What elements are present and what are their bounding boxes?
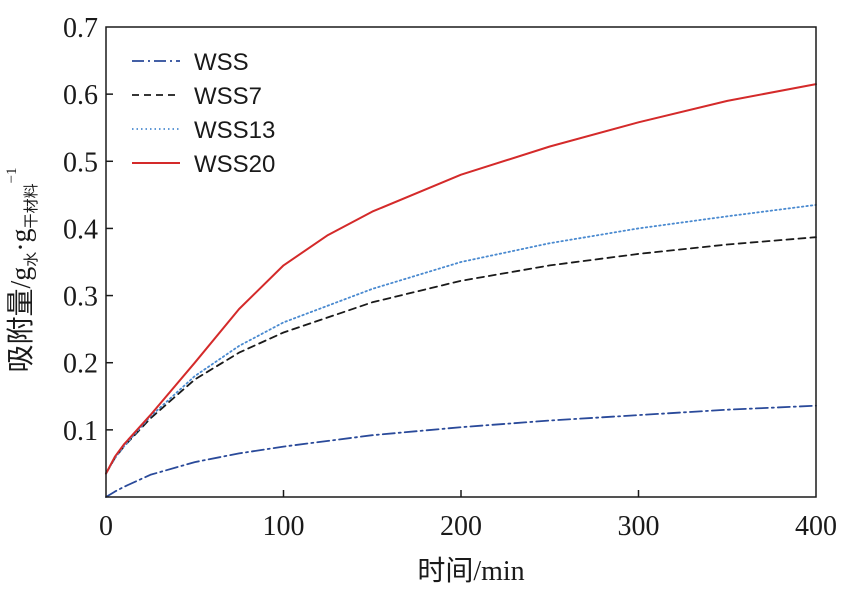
y-tick-label: 0.4 (63, 214, 98, 245)
legend-label-wss13: WSS13 (194, 117, 275, 144)
y-axis-title-main: 吸附量/g (5, 267, 37, 373)
x-tick-label: 400 (795, 511, 837, 542)
legend-label-wss: WSS (194, 49, 249, 76)
y-axis-title-sub1: 水 (23, 252, 40, 267)
series-line-wss13 (105, 204, 817, 475)
y-tick-label: 0.7 (63, 13, 98, 44)
legend-label-wss7: WSS7 (194, 83, 262, 110)
y-tick-label: 0.6 (63, 80, 98, 111)
y-axis-title-sub2: 干材料 (23, 183, 40, 228)
tick-labels: 0 100 200 300 400 0.1 0.2 0.3 0.4 0.5 0.6 0.7 (63, 13, 837, 542)
legend-label-wss20: WSS20 (194, 151, 275, 178)
series-line-wss20 (105, 83, 817, 475)
y-axis-title-mid: ·g (6, 228, 37, 251)
x-tick-label: 200 (440, 511, 482, 542)
y-axis-title-sup: −1 (4, 167, 20, 183)
series-line-wss7 (105, 236, 817, 475)
plot-frame (105, 26, 817, 498)
y-tick-label: 0.1 (63, 416, 98, 447)
ticks-layer (106, 93, 640, 497)
x-axis-title: 时间/min (417, 555, 524, 587)
y-axis-title: 吸附量/g水·g干材料−1 (4, 167, 40, 372)
series-line-wss (105, 404, 817, 498)
x-tick-label: 100 (263, 511, 305, 542)
y-tick-label: 0.3 (63, 282, 98, 313)
y-tick-label: 0.2 (63, 349, 98, 380)
y-tick-label: 0.5 (63, 147, 98, 178)
series-layer (105, 83, 817, 498)
legend: WSS WSS7 WSS13 WSS20 (132, 49, 275, 178)
x-tick-label: 300 (618, 511, 660, 542)
x-tick-label: 0 (99, 511, 113, 542)
